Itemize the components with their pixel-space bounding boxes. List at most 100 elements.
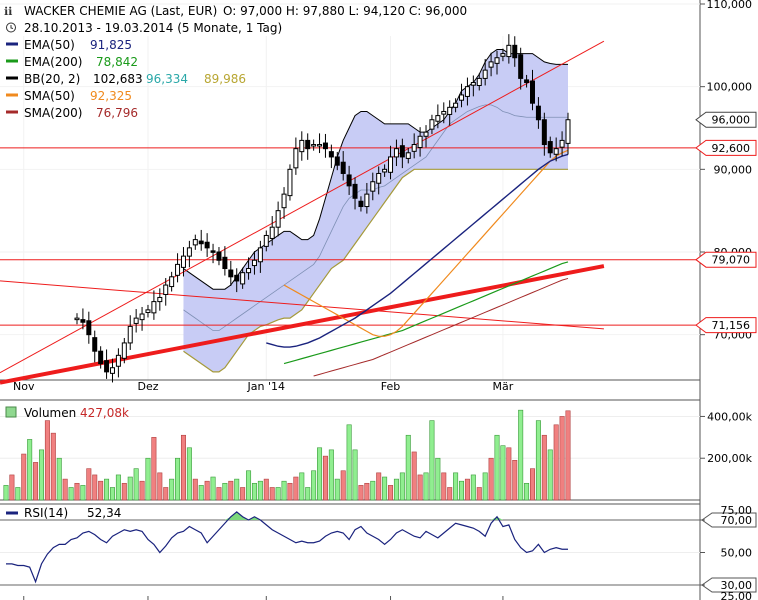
candle-body: [506, 44, 512, 58]
volume-bar: [151, 437, 157, 501]
volume-last-value: 427,08k: [80, 406, 129, 420]
candle-body: [257, 247, 263, 263]
candle-body: [364, 193, 370, 208]
ema50-line: [266, 153, 569, 348]
volume-bar: [175, 457, 181, 501]
trendline: [0, 280, 604, 330]
volume-bar: [157, 472, 163, 501]
legend-name: EMA(200): [24, 55, 82, 69]
volume-bar: [435, 457, 441, 501]
volume-bar: [115, 474, 121, 501]
volume-bar: [328, 449, 334, 501]
candle-body: [311, 144, 317, 147]
volume-title: Volumen: [24, 406, 76, 420]
volume-bar: [269, 487, 275, 501]
volume-bar: [240, 487, 246, 501]
candle-body: [334, 156, 340, 166]
candle-body: [92, 337, 98, 352]
rsi-level-tag: [701, 512, 757, 528]
candle-body: [405, 152, 411, 159]
candle-body: [216, 251, 222, 261]
legend-name: SMA(200): [24, 106, 82, 120]
candle-body: [399, 145, 405, 158]
candle-body: [269, 226, 275, 239]
volume-bar: [145, 457, 151, 501]
candle-body: [192, 239, 198, 246]
volume-bar: [340, 470, 346, 501]
candle-body: [482, 69, 488, 79]
price-tag-box: [695, 317, 757, 334]
price-tag-box: [695, 139, 757, 156]
clock-icon: [6, 22, 16, 33]
rsi-last-value: 52,34: [87, 506, 121, 520]
candle-body: [441, 110, 447, 115]
volume-bar: [559, 416, 565, 501]
candlesticks: [74, 34, 571, 383]
legend-name: SMA(50): [24, 89, 75, 103]
bollinger-middle-line: [183, 104, 568, 331]
volume-bar: [376, 472, 382, 501]
bollinger-upper-line: [183, 48, 568, 290]
price-tag-label: 96,000: [712, 114, 751, 127]
volume-bar: [15, 487, 21, 501]
volume-bar: [163, 487, 169, 501]
volume-bar: [92, 474, 98, 501]
candle-body: [417, 135, 423, 149]
volume-bar: [104, 478, 110, 501]
volume-bar: [352, 449, 358, 501]
price-tags: 96,000 92,600 79,070 71,156: [695, 111, 757, 334]
legend-value: 78,842: [96, 55, 138, 69]
candle-body: [429, 119, 435, 130]
volume-bar: [388, 485, 394, 501]
volume-bar: [411, 451, 417, 501]
volume-bar: [263, 478, 269, 501]
legend-value: 92,325: [90, 89, 132, 103]
legend-value: 76,796: [96, 106, 138, 120]
legend-name: EMA(50): [24, 38, 75, 52]
candle-body: [524, 79, 530, 84]
time-axis: Nov Dez Jan '14 Feb Mär: [13, 380, 514, 600]
candle-body: [453, 102, 459, 108]
volume-bar: [228, 480, 234, 501]
candle-body: [228, 269, 234, 278]
volume-bar: [3, 485, 9, 501]
volume-bar: [541, 434, 547, 501]
volume-bar: [169, 478, 175, 501]
volume-bar: [459, 480, 465, 501]
candle-body: [370, 181, 376, 192]
volume-bar: [553, 424, 559, 501]
candle-body: [210, 250, 216, 253]
volume-bar: [180, 434, 186, 501]
bollinger-fill: [183, 49, 568, 372]
volume-bar: [429, 420, 435, 501]
rsi-tick-label: 75,00: [721, 504, 753, 517]
volume-bar: [234, 478, 240, 501]
candle-body: [512, 44, 518, 59]
candle-body: [376, 172, 382, 184]
volume-icon: [5, 406, 17, 418]
volume-bar: [216, 487, 222, 501]
volume-bar: [535, 420, 541, 501]
sma50-line: [283, 149, 569, 337]
volume-bar: [488, 457, 494, 501]
price-tag-label: 92,600: [712, 142, 751, 155]
volume-bar: [565, 410, 571, 501]
volume-tick-label: 400,00k: [707, 410, 752, 423]
legend-name: BB(20, 2): [24, 72, 80, 86]
volume-bar: [393, 478, 399, 501]
ema200-line: [283, 261, 569, 365]
volume-bar: [68, 487, 74, 501]
volume-bars: [3, 409, 571, 501]
time-axis-label: Feb: [381, 380, 400, 393]
candle-body: [559, 139, 565, 148]
candle-body: [251, 259, 257, 267]
candle-body: [346, 174, 352, 187]
candle-body: [133, 317, 139, 324]
candle-body: [352, 183, 358, 199]
volume-bar: [358, 485, 364, 501]
candle-body: [358, 200, 364, 208]
candle-body: [547, 141, 553, 154]
candle-body: [163, 284, 169, 295]
candle-body: [317, 144, 323, 147]
